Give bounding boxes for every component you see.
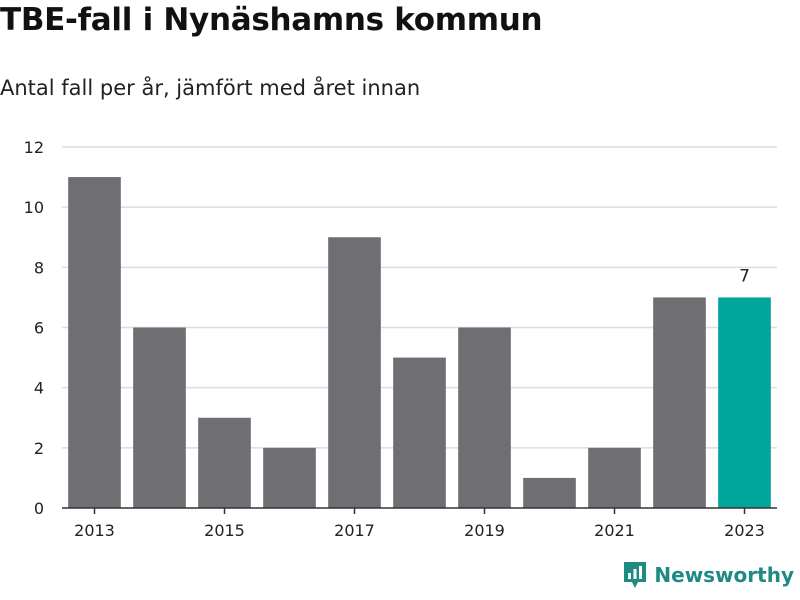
x-tick-label: 2013 xyxy=(74,521,115,540)
y-tick-label: 12 xyxy=(24,138,44,157)
data-label-2023: 7 xyxy=(739,266,750,286)
y-tick-label: 4 xyxy=(34,379,44,398)
x-tick-label: 2017 xyxy=(334,521,375,540)
y-tick-label: 10 xyxy=(24,198,44,217)
brand-logo: Newsworthy xyxy=(622,560,794,590)
x-axis: 2013 2015 2017 2019 2021 2023 xyxy=(62,507,777,540)
bar-2021 xyxy=(588,447,641,508)
x-tick-label: 2015 xyxy=(204,521,245,540)
y-axis-ticks: 0 2 4 6 8 10 12 xyxy=(24,138,44,518)
bar-2019 xyxy=(458,327,511,508)
bar-2018 xyxy=(393,357,446,508)
bar-2023 xyxy=(718,297,771,508)
bar-2022 xyxy=(653,297,706,508)
x-tick-label: 2021 xyxy=(594,521,635,540)
chart-subtitle: Antal fall per år, jämfört med året inna… xyxy=(0,76,421,100)
bar-2015 xyxy=(198,417,251,508)
brand-name: Newsworthy xyxy=(654,563,794,587)
bar-2017 xyxy=(328,237,381,508)
bar-2016 xyxy=(263,447,316,508)
bar-2014 xyxy=(133,327,186,508)
y-tick-label: 0 xyxy=(34,499,44,518)
data-labels: 7 xyxy=(739,266,750,286)
y-tick-label: 2 xyxy=(34,439,44,458)
chart-title: TBE-fall i Nynäshamns kommun xyxy=(0,2,543,38)
y-tick-label: 6 xyxy=(34,319,44,338)
bar-2020 xyxy=(523,477,576,508)
x-tick-label: 2023 xyxy=(724,521,765,540)
x-tick-label: 2019 xyxy=(464,521,505,540)
y-tick-label: 8 xyxy=(34,258,44,277)
newsworthy-logo-icon xyxy=(624,562,647,588)
bar-2013 xyxy=(68,177,121,509)
bars xyxy=(68,177,771,509)
